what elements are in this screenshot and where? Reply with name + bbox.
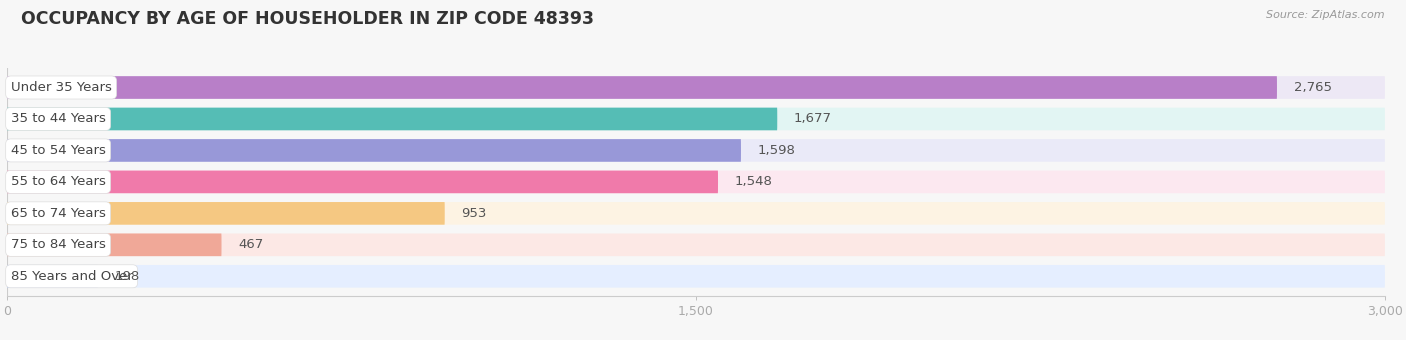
Text: 45 to 54 Years: 45 to 54 Years — [11, 144, 105, 157]
Text: Source: ZipAtlas.com: Source: ZipAtlas.com — [1267, 10, 1385, 20]
Text: Under 35 Years: Under 35 Years — [11, 81, 111, 94]
FancyBboxPatch shape — [7, 76, 1385, 99]
FancyBboxPatch shape — [7, 76, 1277, 99]
Text: 1,598: 1,598 — [758, 144, 796, 157]
Text: 2,765: 2,765 — [1294, 81, 1331, 94]
FancyBboxPatch shape — [7, 202, 444, 225]
Text: 75 to 84 Years: 75 to 84 Years — [11, 238, 105, 251]
FancyBboxPatch shape — [7, 139, 1385, 162]
FancyBboxPatch shape — [7, 265, 1385, 288]
FancyBboxPatch shape — [7, 265, 98, 288]
FancyBboxPatch shape — [7, 171, 1385, 193]
Text: 55 to 64 Years: 55 to 64 Years — [11, 175, 105, 188]
FancyBboxPatch shape — [7, 234, 222, 256]
Text: 35 to 44 Years: 35 to 44 Years — [11, 113, 105, 125]
FancyBboxPatch shape — [7, 202, 1385, 225]
Text: 65 to 74 Years: 65 to 74 Years — [11, 207, 105, 220]
Text: OCCUPANCY BY AGE OF HOUSEHOLDER IN ZIP CODE 48393: OCCUPANCY BY AGE OF HOUSEHOLDER IN ZIP C… — [21, 10, 595, 28]
Text: 953: 953 — [461, 207, 486, 220]
Text: 198: 198 — [114, 270, 139, 283]
FancyBboxPatch shape — [7, 139, 741, 162]
FancyBboxPatch shape — [7, 171, 718, 193]
FancyBboxPatch shape — [7, 108, 778, 130]
FancyBboxPatch shape — [7, 234, 1385, 256]
Text: 467: 467 — [238, 238, 263, 251]
Text: 1,677: 1,677 — [794, 113, 832, 125]
FancyBboxPatch shape — [7, 108, 1385, 130]
Text: 1,548: 1,548 — [734, 175, 772, 188]
Text: 85 Years and Over: 85 Years and Over — [11, 270, 132, 283]
